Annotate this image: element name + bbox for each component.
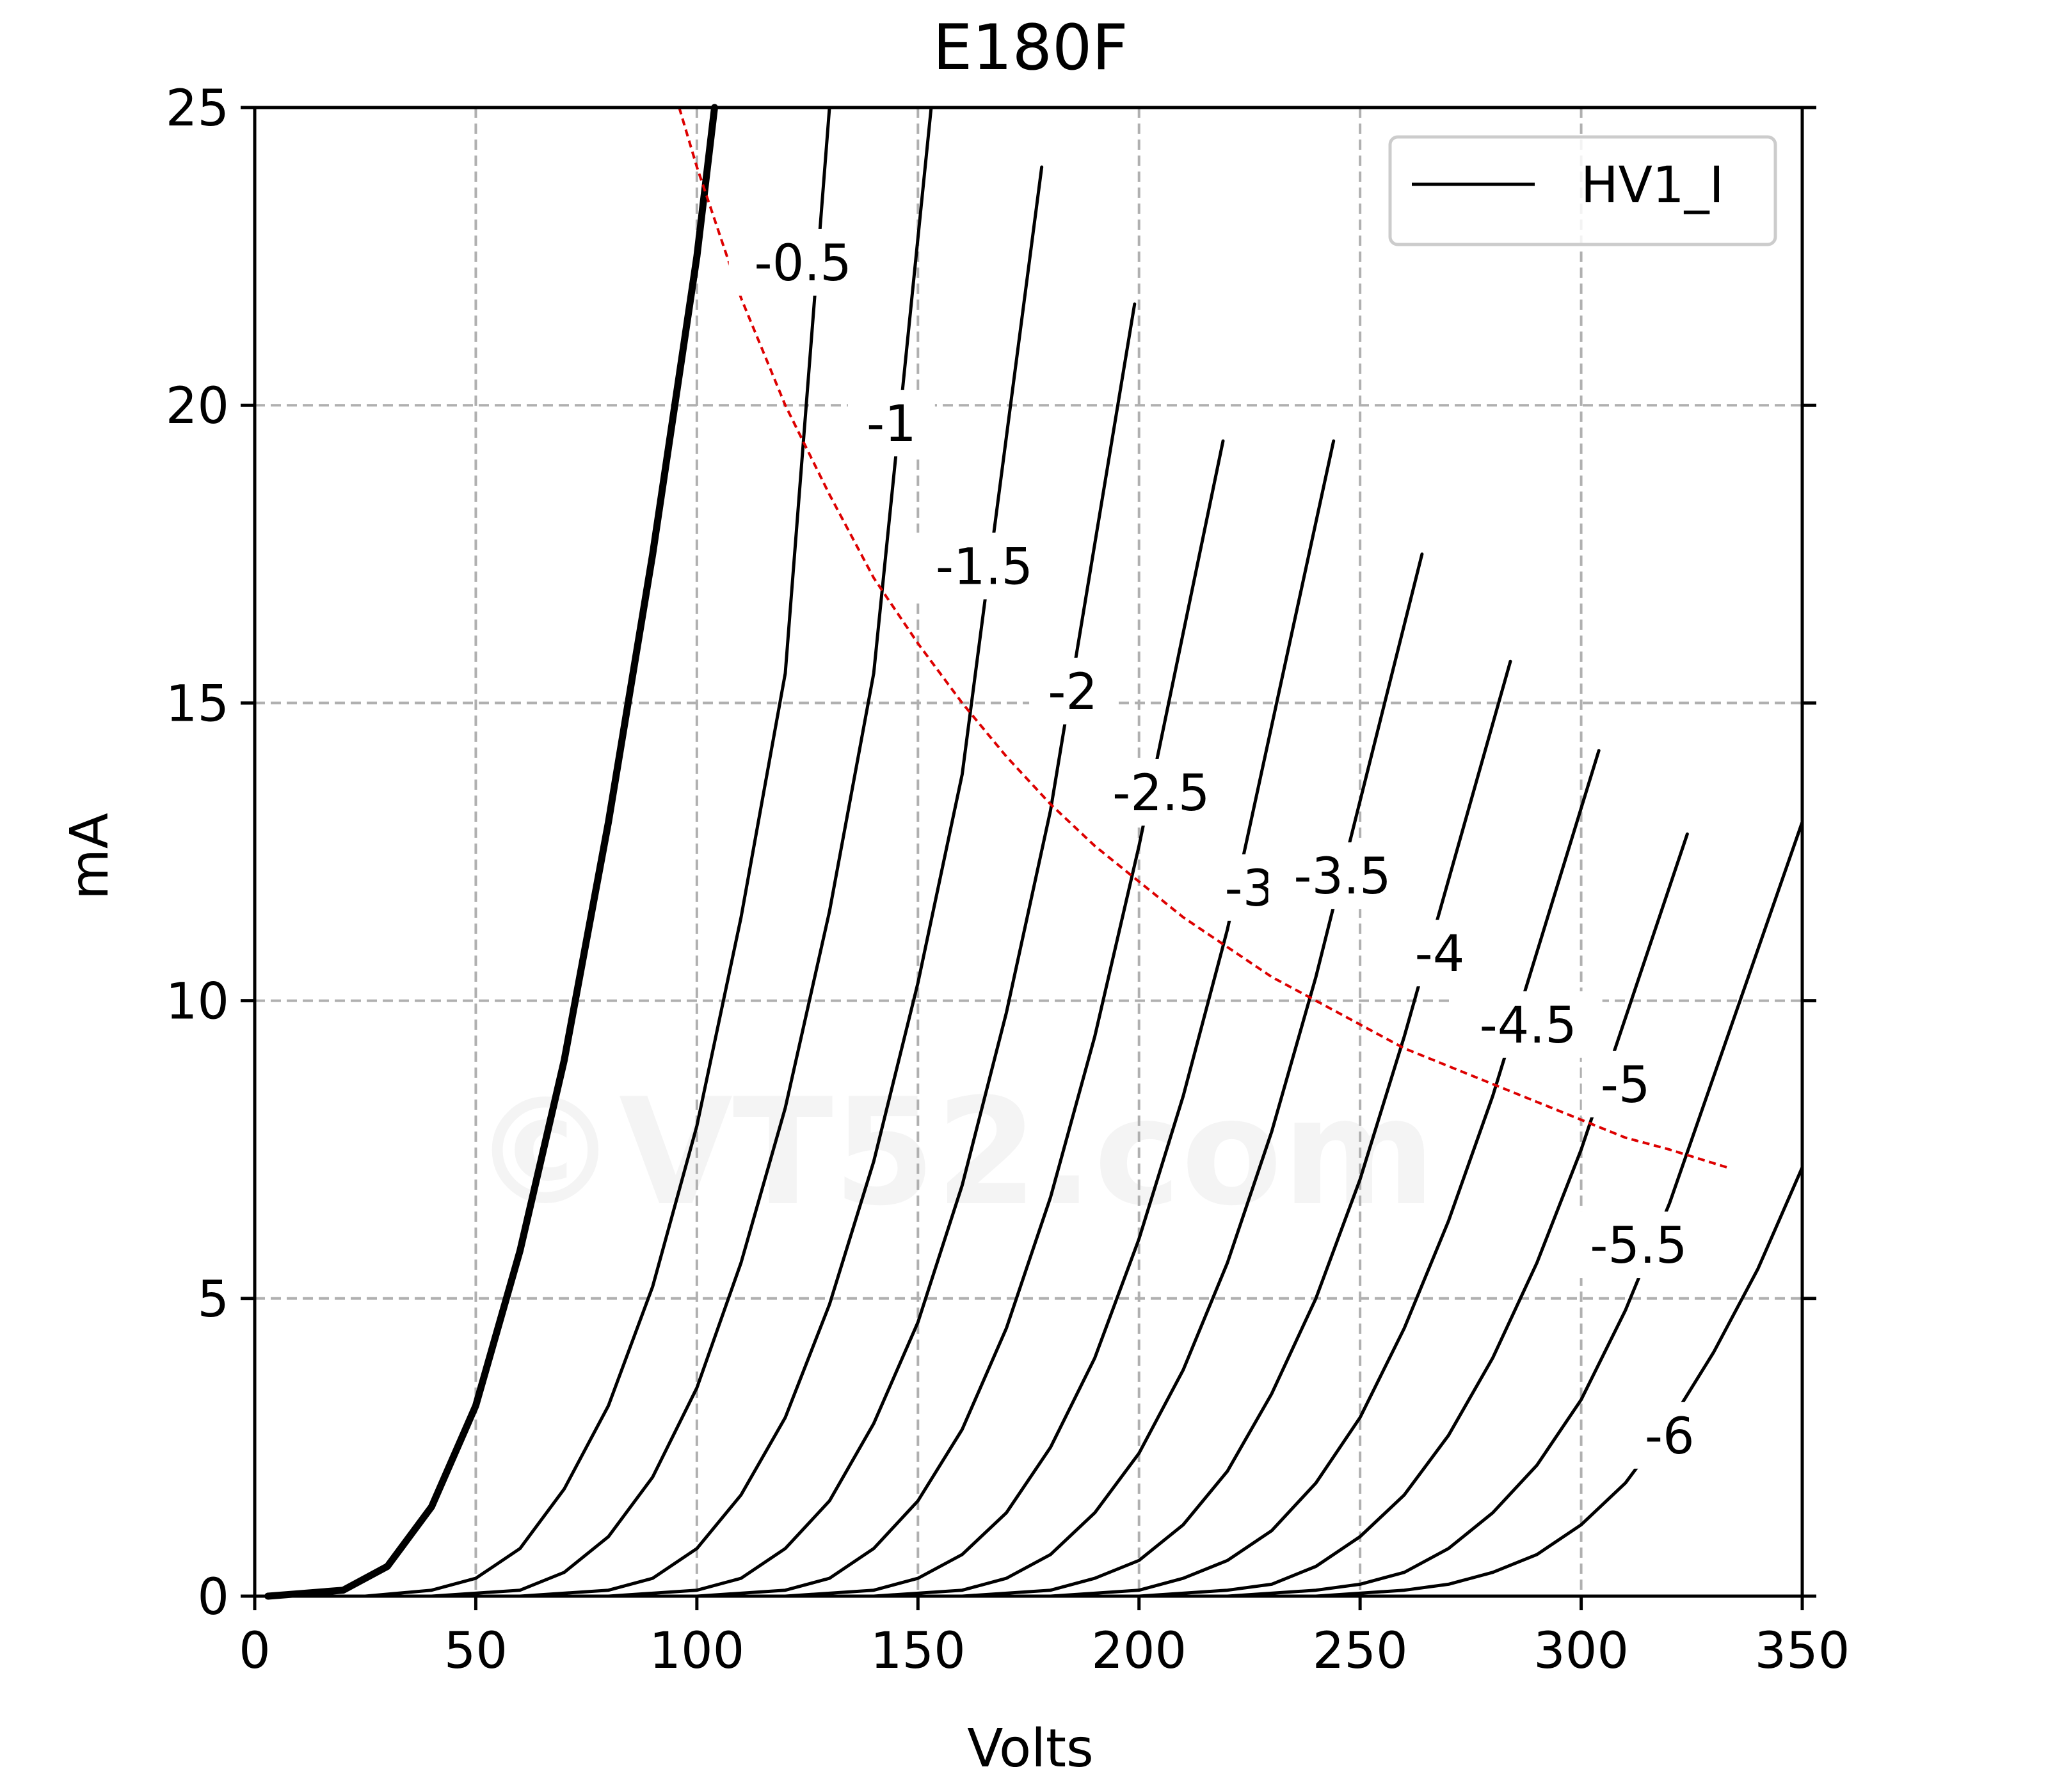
series-line (518, 165, 1044, 1598)
curve-label-background (1564, 1212, 1713, 1279)
curve-label-background (1581, 1050, 1669, 1117)
curve-label: -5 (1601, 1057, 1651, 1114)
series-line (1049, 749, 1601, 1598)
curve-label: -1 (867, 396, 916, 453)
curve-label: -1.5 (936, 538, 1033, 596)
curve-group (264, 104, 1804, 1600)
curve-label: -4 (1415, 925, 1465, 983)
curve-label-background (1268, 842, 1417, 909)
axis-tick-labels: 0 50 100 150 200 250 300 350 0 5 10 15 20 25 (166, 80, 1850, 1680)
grid-lines (255, 108, 1802, 1596)
curve-label: -2.5 (1112, 765, 1210, 822)
x-tick-label: 0 (239, 1622, 271, 1680)
curve-label-background (728, 228, 877, 296)
series-line (872, 552, 1424, 1598)
curve-label: -6 (1645, 1408, 1695, 1466)
chart-title: E180F (932, 12, 1128, 84)
curve-label-background (909, 532, 1059, 600)
legend: HV1_I (1388, 135, 1777, 246)
y-tick-label: 10 (166, 973, 229, 1031)
axis-ticks (241, 106, 1816, 1610)
curve-label-background (847, 390, 935, 457)
x-tick-label: 150 (870, 1622, 966, 1680)
curve-label: -4.5 (1480, 997, 1577, 1055)
x-tick-label: 50 (444, 1622, 508, 1680)
series-line (429, 106, 933, 1598)
legend-entry-label: HV1_I (1581, 157, 1724, 214)
series-line (264, 104, 718, 1600)
x-axis-label: Volts (967, 1718, 1094, 1779)
max-dissipation-curve (678, 107, 1728, 1169)
x-tick-label: 250 (1313, 1622, 1408, 1680)
series-line (695, 439, 1225, 1598)
x-tick-label: 300 (1533, 1622, 1629, 1680)
plot-frame (253, 106, 1804, 1598)
y-tick-label: 5 (197, 1271, 229, 1329)
y-tick-label: 25 (166, 80, 229, 138)
limit-curve-group (678, 107, 1728, 1169)
curve-label-background (1029, 657, 1117, 724)
curve-label-group: -0.5 -1 -1.5 -2-2.5 -3 -3.5 -4 -4.5 -5 -5.5 -6 (728, 228, 1713, 1469)
curve-label-background (1453, 991, 1603, 1058)
y-axis-label: mA (60, 813, 120, 900)
curve-label-background (1396, 920, 1484, 987)
series-line (364, 106, 831, 1598)
series-line (1137, 832, 1689, 1598)
curve-label-background (1626, 1402, 1713, 1469)
series-line (783, 439, 1336, 1598)
legend-box (1388, 135, 1777, 246)
curve-label-background (1087, 758, 1236, 826)
curve-label: -3 (1225, 860, 1275, 918)
y-tick-label: 20 (166, 378, 229, 435)
x-tick-label: 100 (649, 1622, 744, 1680)
curve-label: -5.5 (1590, 1217, 1687, 1275)
y-tick-label: 0 (197, 1569, 229, 1626)
x-tick-label: 350 (1755, 1622, 1850, 1680)
x-tick-label: 200 (1091, 1622, 1187, 1680)
series-line (607, 302, 1137, 1598)
curve-label: -2 (1048, 664, 1098, 721)
curve-label: -0.5 (755, 235, 852, 292)
y-tick-label: 15 (166, 675, 229, 733)
series-line (1314, 1165, 1804, 1598)
series-line (960, 659, 1512, 1598)
curve-label: -3.5 (1293, 848, 1391, 906)
